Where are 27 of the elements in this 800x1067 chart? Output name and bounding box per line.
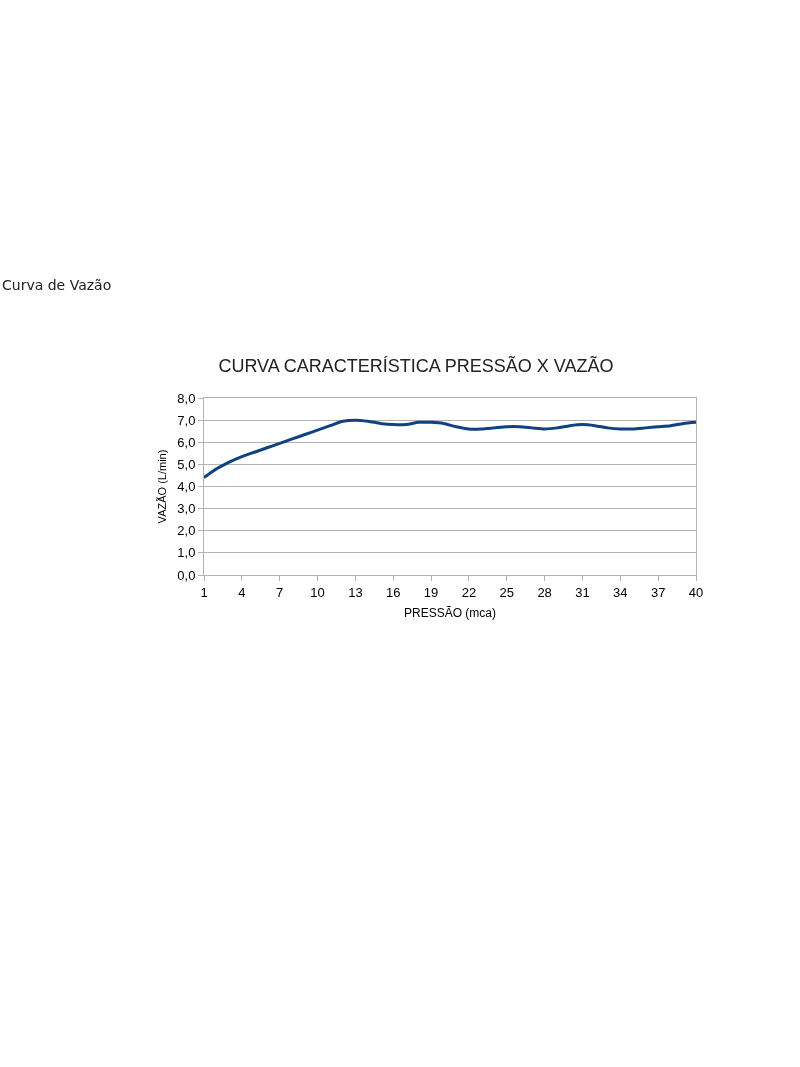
x-tick-label: 10	[310, 584, 325, 600]
y-tick-label: 7,0	[177, 412, 196, 428]
y-axis-title: VAZÃO (L/min)	[155, 449, 168, 524]
x-tick-label: 4	[238, 584, 246, 600]
y-tick-label: 3,0	[177, 501, 196, 517]
text: Curva de Vazão	[2, 277, 112, 293]
x-tick-label: 13	[348, 584, 363, 600]
x-tick-label: 7	[276, 584, 284, 600]
y-tick-label: 5,0	[177, 456, 196, 472]
x-tick-label: 25	[499, 584, 514, 600]
y-tick-label: 8,0	[177, 390, 196, 406]
x-axis-title: PRESSÃO (mca)	[403, 606, 497, 621]
x-tick-label: 34	[613, 584, 628, 600]
x-tick-label: 22	[461, 584, 477, 600]
chart-title: CURVA CARACTERÍSTICA PRESSÃO X VAZÃO	[218, 355, 614, 377]
x-tick-label: 31	[575, 584, 590, 600]
y-tick-label: 0,0	[177, 567, 196, 583]
x-tick-label: 40	[688, 584, 704, 600]
y-tick-label: 4,0	[177, 479, 196, 495]
y-tick-label: 1,0	[177, 545, 196, 561]
x-tick-label: 1	[200, 584, 208, 600]
y-tick-label: 6,0	[177, 434, 196, 450]
y-tick-label: 2,0	[177, 523, 196, 539]
x-tick-label: 28	[537, 584, 552, 600]
x-tick-label: 19	[423, 584, 439, 600]
x-tick-label: 16	[386, 584, 401, 600]
x-tick-label: 37	[650, 584, 666, 600]
